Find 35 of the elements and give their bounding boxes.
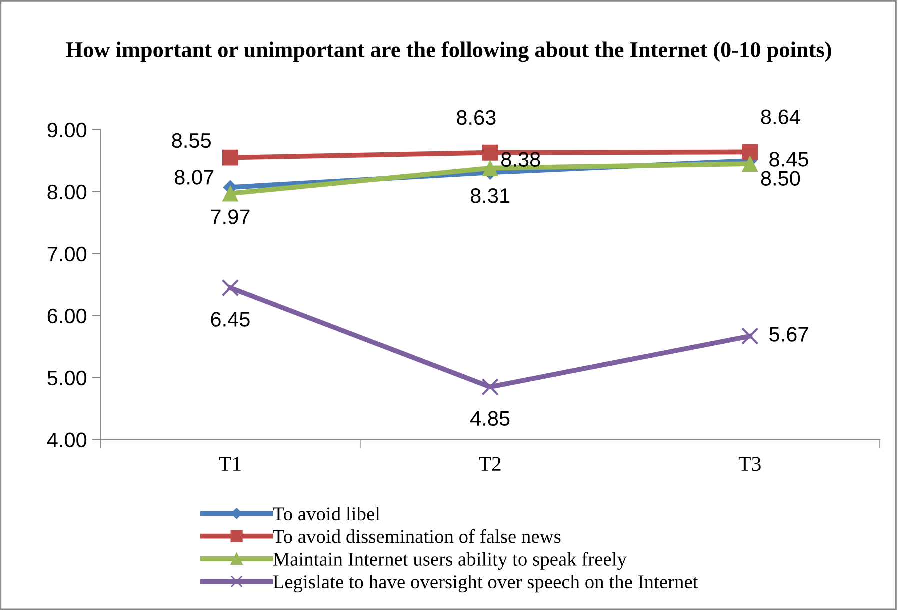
data-label: 8.50 — [761, 171, 800, 186]
y-tick-label: 8.00 — [48, 184, 87, 200]
data-label: 4.85 — [470, 411, 510, 426]
data-label: 8.45 — [770, 152, 808, 167]
y-tick-label: 9.00 — [48, 122, 87, 138]
y-tick-label: 6.00 — [48, 308, 87, 324]
legend-label: Legislate to have oversight over speech on the Internet — [273, 574, 698, 593]
data-label: 6.45 — [211, 312, 250, 327]
point — [742, 156, 758, 172]
point — [222, 279, 240, 297]
x-tick-label: T1 — [219, 457, 241, 471]
y-tick-label: 4.00 — [47, 432, 87, 448]
data-label: 8.31 — [470, 188, 510, 204]
data-label: 5.67 — [770, 327, 808, 342]
legend-label: To avoid dissemination of false news — [273, 529, 561, 544]
point — [741, 328, 759, 345]
point — [222, 186, 238, 202]
y-tick-label: 5.00 — [48, 370, 87, 386]
x-tick-label: T3 — [738, 457, 761, 472]
x-tick-label: T2 — [479, 457, 501, 471]
legend-label: To avoid libel — [273, 506, 380, 521]
point — [482, 160, 498, 176]
data-label: 8.63 — [457, 110, 496, 126]
data-label: 7.97 — [211, 210, 250, 224]
y-tick-label: 7.00 — [48, 246, 87, 262]
point — [222, 150, 238, 166]
point — [482, 378, 499, 396]
point — [742, 144, 758, 160]
chart-title: How important or unimportant are the following about the Internet (0-10 points) — [66, 42, 832, 62]
data-label: 8.07 — [175, 170, 214, 185]
legend-label: Maintain Internet users ability to speak freely — [273, 552, 627, 570]
data-label: 8.38 — [501, 152, 540, 168]
data-label: 8.55 — [172, 133, 211, 148]
point — [482, 144, 498, 161]
data-label: 8.64 — [761, 110, 800, 124]
